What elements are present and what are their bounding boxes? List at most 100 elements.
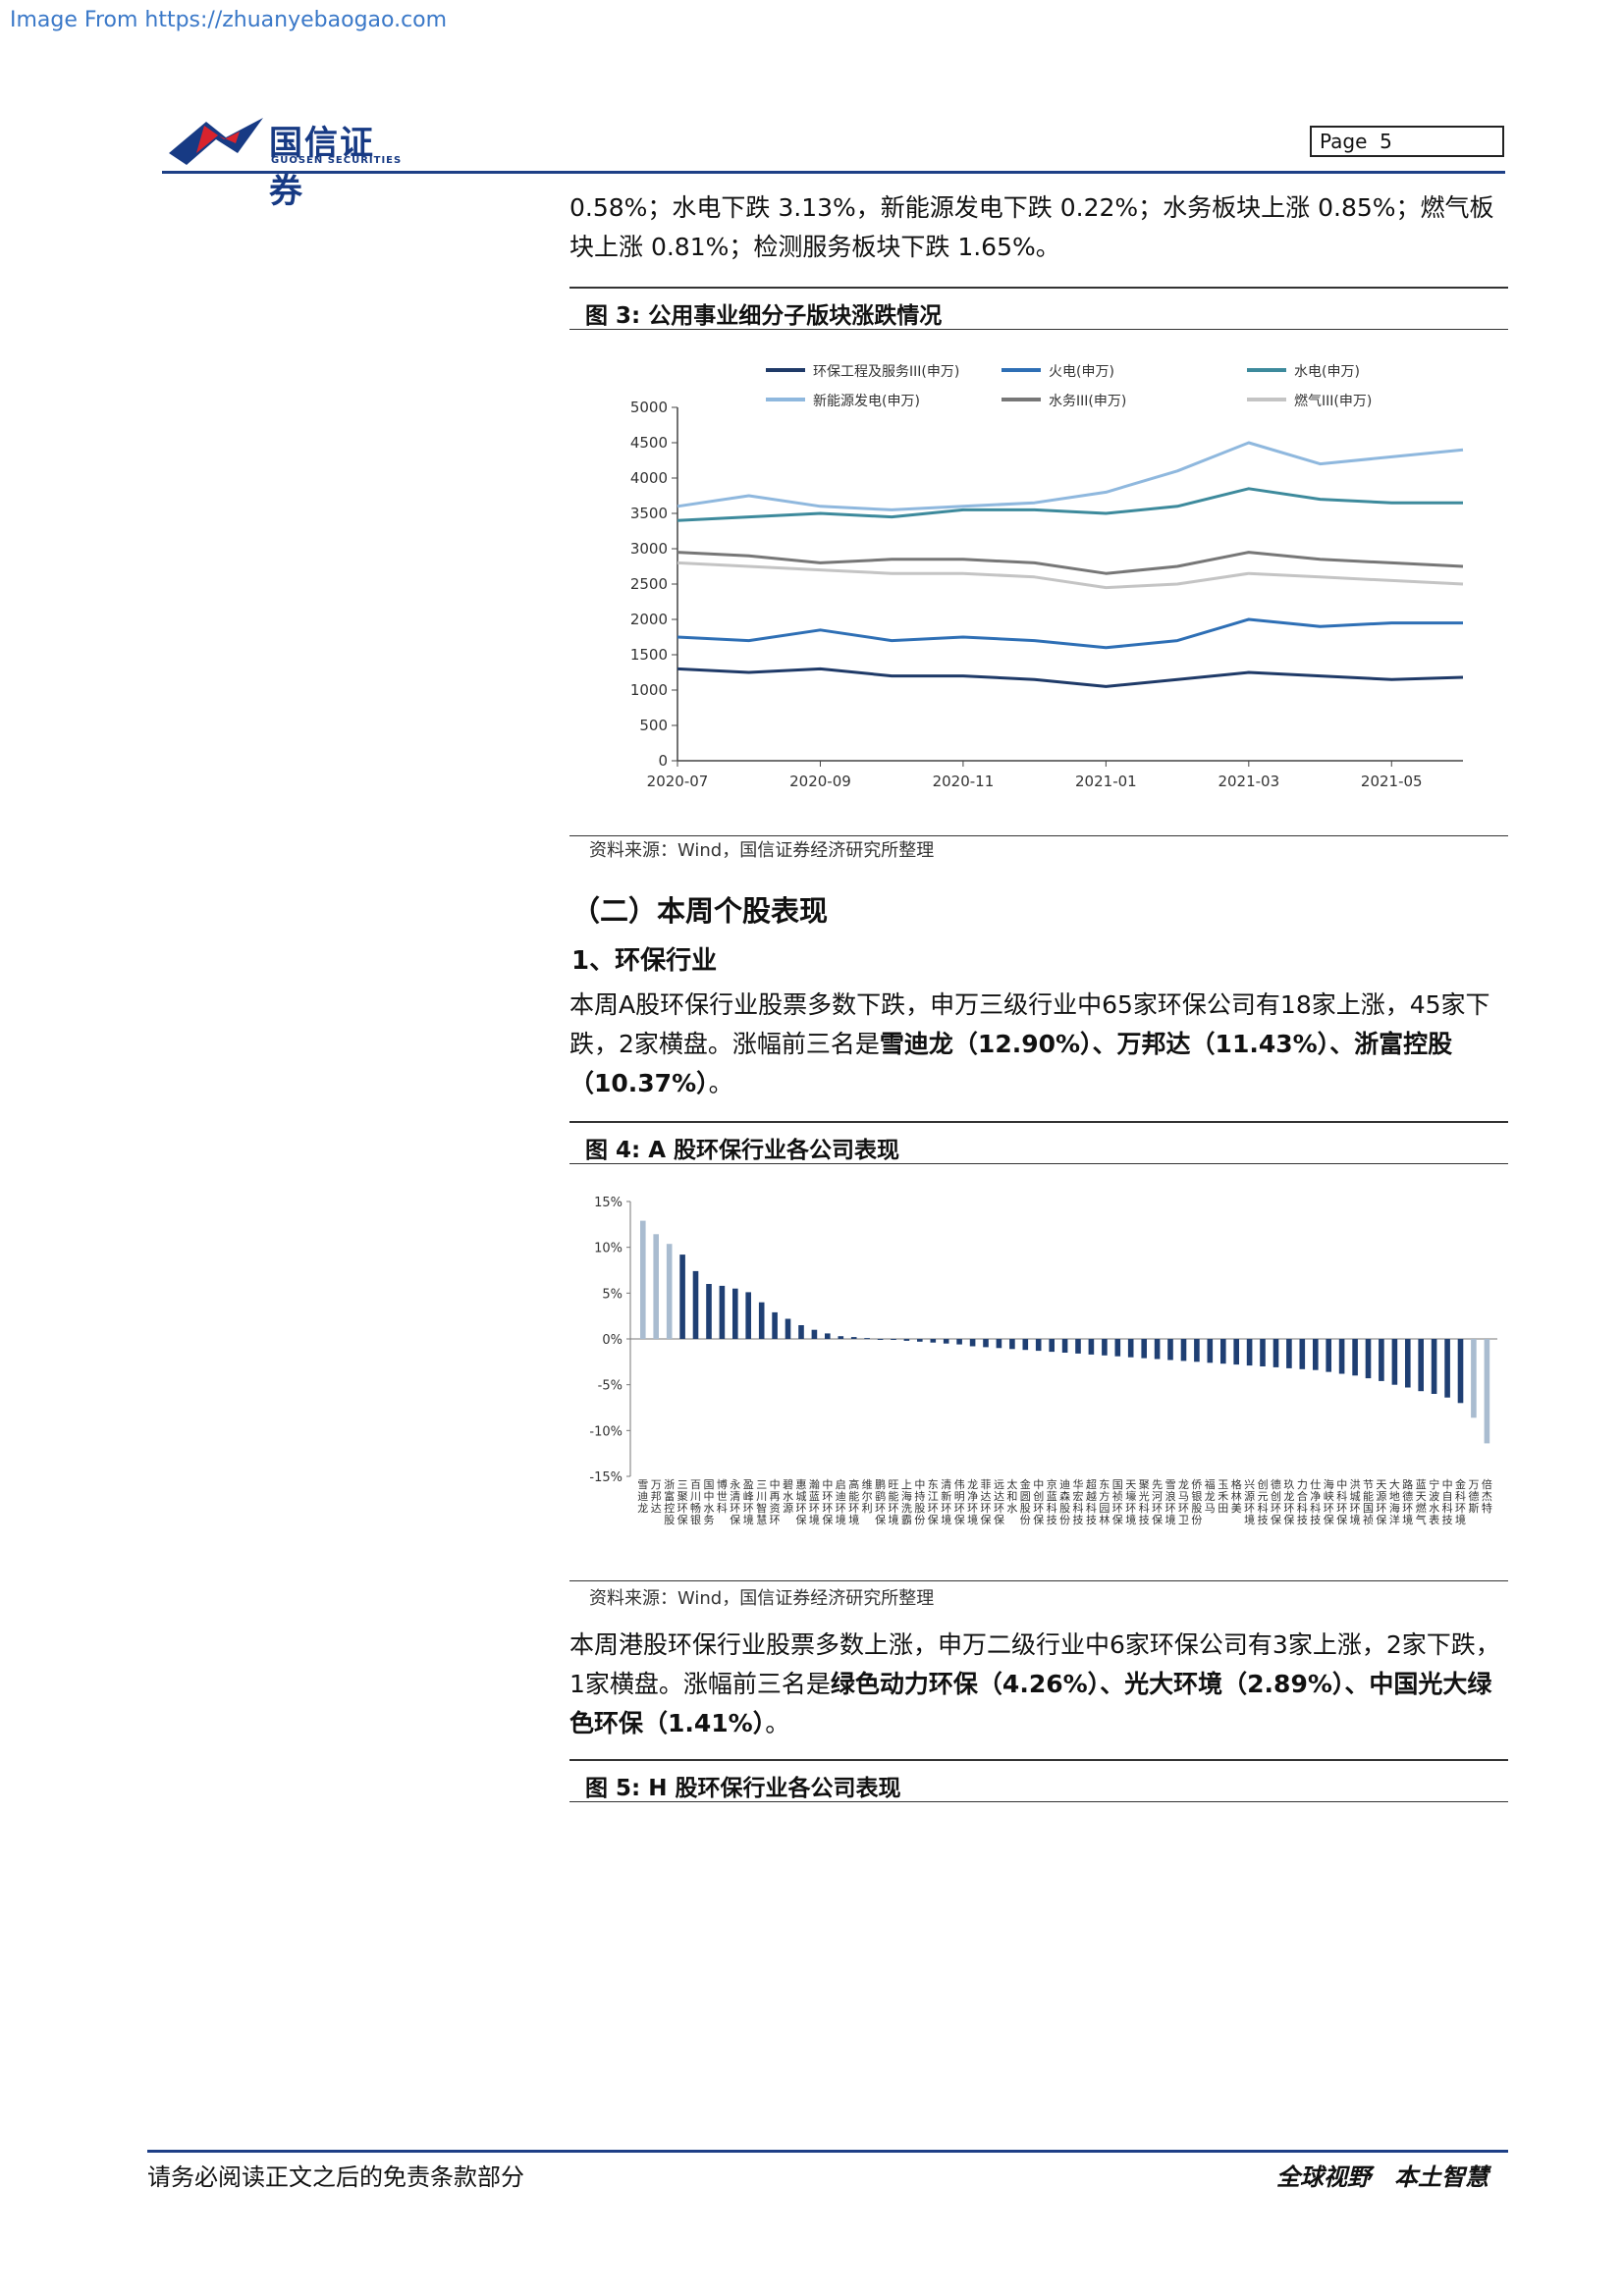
y-tick-label-6: -15% — [589, 1470, 623, 1485]
x-label-50: 力合科技 — [1297, 1478, 1308, 1526]
logo-mark-icon — [169, 118, 263, 165]
page-number-box: Page 5 — [1310, 126, 1504, 157]
bar-33 — [1075, 1339, 1081, 1354]
x-label-30: 中创环保 — [1033, 1478, 1044, 1526]
x-tick-label-3: 2021-01 — [1075, 773, 1137, 790]
bar-62 — [1457, 1339, 1464, 1404]
bar-60 — [1431, 1339, 1437, 1394]
x-label-35: 东方园林 — [1099, 1478, 1110, 1526]
y-tick-label-10: 5000 — [630, 399, 668, 416]
guosen-logo: 国信证券 GUOSEN SECURITIES — [167, 114, 403, 211]
x-label-57: 大地海洋 — [1389, 1477, 1400, 1526]
bar-35 — [1102, 1339, 1108, 1356]
bar-32 — [1061, 1339, 1068, 1353]
x-tick-label-2: 2020-11 — [933, 773, 995, 790]
x-label-43: 福龙马 — [1205, 1477, 1216, 1515]
paragraph-2-suffix: 。 — [708, 1069, 733, 1097]
paragraph-3-suffix: 。 — [765, 1709, 790, 1737]
series-line-0 — [677, 667, 1464, 688]
series-line-2 — [677, 487, 1463, 522]
bar-21 — [917, 1339, 923, 1342]
bar-27 — [996, 1339, 1002, 1349]
x-label-22: 东江环保 — [928, 1478, 939, 1526]
bar-57 — [1391, 1339, 1398, 1385]
x-label-52: 海峡环保 — [1324, 1477, 1334, 1526]
bar-45 — [1233, 1339, 1239, 1365]
y-tick-label-6: 3000 — [630, 540, 668, 558]
bar-41 — [1180, 1339, 1187, 1362]
bar-54 — [1352, 1339, 1358, 1376]
bar-3 — [679, 1255, 685, 1339]
x-label-62: 金科环境 — [1455, 1477, 1466, 1526]
x-label-53: 中科环保 — [1336, 1478, 1347, 1526]
x-label-51: 仕净科技 — [1310, 1478, 1321, 1526]
header-rule — [162, 171, 1505, 174]
x-label-16: 高能环境 — [848, 1477, 859, 1526]
x-label-44: 玉禾田 — [1218, 1478, 1228, 1515]
bar-36 — [1114, 1339, 1121, 1357]
bar-1 — [653, 1234, 659, 1339]
x-label-48: 德创环保 — [1271, 1477, 1281, 1526]
x-label-15: 启迪环境 — [836, 1478, 846, 1526]
bar-44 — [1220, 1339, 1226, 1364]
bar-51 — [1313, 1339, 1319, 1370]
figure-4-title: 图 4: A 股环保行业各公司表现 — [569, 1121, 1508, 1164]
x-label-25: 龙净环境 — [967, 1478, 978, 1526]
bar-48 — [1272, 1339, 1279, 1367]
logo-cn-text: 国信证券 — [269, 124, 375, 211]
bar-8 — [745, 1292, 751, 1339]
x-label-17: 维尔利 — [862, 1478, 873, 1515]
figure-3-bottom-rule — [569, 835, 1508, 836]
x-label-5: 国中水务 — [704, 1478, 715, 1526]
bar-13 — [811, 1329, 818, 1339]
bar-49 — [1286, 1339, 1292, 1368]
x-label-24: 伟明环保 — [954, 1478, 965, 1526]
x-label-9: 三川智慧 — [756, 1478, 767, 1526]
paragraph-3-top-stocks: 绿色动力环保（4.26%）、光大环境（2.89%）、中国光大绿色环保（1.41%… — [569, 1670, 1492, 1737]
bar-7 — [732, 1288, 738, 1339]
bar-5 — [706, 1284, 712, 1339]
series-line-5 — [677, 561, 1464, 590]
x-label-61: 中自科技 — [1442, 1478, 1453, 1526]
bar-40 — [1167, 1339, 1173, 1361]
x-label-10: 中再资环 — [770, 1478, 781, 1526]
section-2-title: （二）本周个股表现 — [571, 894, 829, 928]
y-tick-label-2: 1000 — [630, 681, 668, 699]
y-tick-label-5: 2500 — [630, 575, 668, 593]
y-tick-label-5: -10% — [589, 1424, 623, 1439]
figure-4-source: 资料来源：Wind，国信证券经济研究所整理 — [589, 1588, 935, 1609]
y-tick-label-1: 500 — [639, 717, 668, 734]
bar-10 — [772, 1311, 778, 1339]
legend-label-5: 燃气III(申万) — [1294, 393, 1372, 409]
y-tick-label-3: 1500 — [630, 646, 668, 664]
legend-label-3: 新能源发电(申万) — [813, 394, 920, 409]
x-label-20: 上海洗霸 — [901, 1478, 912, 1526]
x-label-64: 倍杰特 — [1482, 1477, 1492, 1515]
bar-47 — [1260, 1339, 1266, 1366]
x-label-41: 龙马环卫 — [1178, 1478, 1189, 1526]
bar-50 — [1299, 1339, 1306, 1369]
x-label-38: 聚光科技 — [1139, 1478, 1150, 1526]
x-label-18: 鹏鹞环保 — [875, 1478, 886, 1526]
x-label-4: 百川畅银 — [690, 1478, 701, 1526]
y-tick-label-7: 3500 — [630, 505, 668, 522]
bar-63 — [1471, 1339, 1477, 1418]
paragraph-2-text: 本周A股环保行业股票多数下跌，申万三级行业中65家环保公司有18家上涨，45家下… — [569, 990, 1490, 1058]
bar-42 — [1194, 1339, 1200, 1362]
y-tick-label-4: -5% — [598, 1379, 623, 1394]
x-label-1: 万邦达 — [651, 1478, 662, 1515]
bar-14 — [825, 1333, 831, 1339]
watermark-text[interactable]: Image From https://zhuanyebaogao.com — [10, 8, 448, 32]
x-label-60: 宁波水表 — [1429, 1477, 1439, 1526]
paragraph-2-top-stocks: 雪迪龙（12.90%）、万邦达（11.43%）、浙富控股（10.37%） — [569, 1030, 1453, 1097]
series-line-1 — [677, 617, 1463, 650]
paragraph-1: 0.58%；水电下跌 3.13%，新能源发电下跌 0.22%；水务板块上涨 0.… — [569, 193, 1494, 261]
bar-9 — [758, 1302, 765, 1339]
y-tick-label-0: 15% — [594, 1196, 623, 1210]
bar-6 — [719, 1285, 726, 1339]
bar-53 — [1338, 1339, 1345, 1374]
x-label-49: 玖龙环保 — [1283, 1478, 1294, 1526]
y-tick-label-3: 0% — [602, 1333, 623, 1348]
x-label-58: 路德环境 — [1402, 1478, 1413, 1526]
x-label-32: 迪森股份 — [1059, 1478, 1070, 1526]
